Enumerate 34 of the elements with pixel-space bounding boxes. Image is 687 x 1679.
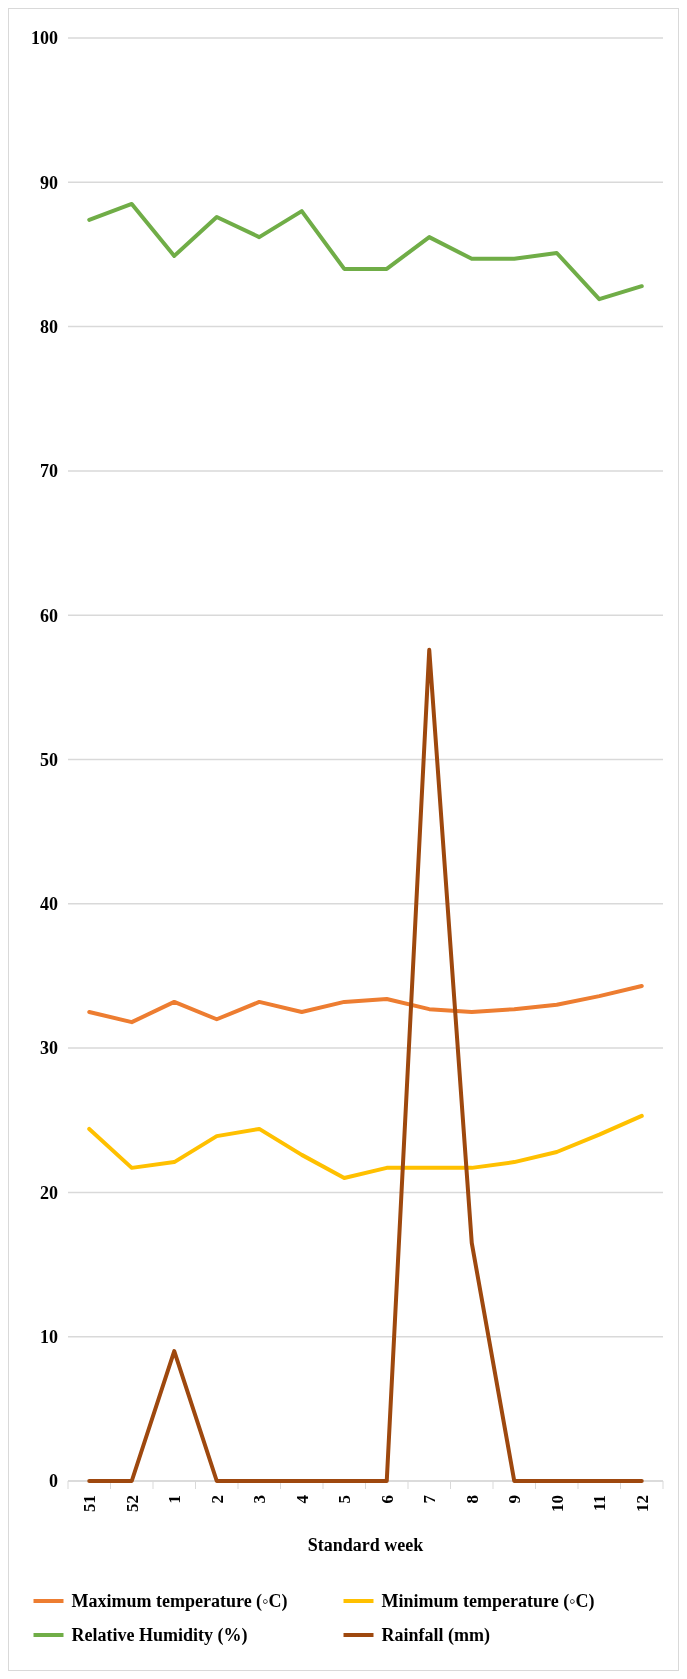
x-tick-label: 1 <box>165 1495 185 1504</box>
x-tick-label: 51 <box>80 1495 100 1512</box>
x-tick-label: 4 <box>292 1494 312 1504</box>
legend-label: Rainfall (mm) <box>381 1625 490 1647</box>
x-tick-label: 10 <box>547 1495 567 1512</box>
x-tick-label: 3 <box>250 1495 270 1504</box>
x-tick-label: 2 <box>207 1495 227 1504</box>
y-tick-label: 10 <box>40 1327 58 1347</box>
x-tick-label: 12 <box>632 1495 652 1512</box>
line-series <box>87 201 644 302</box>
legend-label: Relative Humidity (%) <box>71 1625 248 1647</box>
x-tick-label: 52 <box>122 1495 142 1512</box>
line-series <box>87 1113 644 1180</box>
x-axis-title: Standard week <box>307 1535 424 1555</box>
y-tick-label: 0 <box>49 1471 58 1492</box>
y-tick-label: 100 <box>31 28 58 49</box>
y-tick-label: 80 <box>40 316 58 337</box>
x-tick-label: 8 <box>462 1495 482 1504</box>
line-series <box>87 984 644 1025</box>
legend-label: Minimum temperature (◦C) <box>381 1591 595 1613</box>
y-tick-label: 30 <box>40 1038 58 1059</box>
line-series <box>87 647 644 1483</box>
y-tick-label: 20 <box>40 1182 58 1203</box>
y-tick-label: 70 <box>40 461 58 482</box>
x-tick-label: 9 <box>505 1495 525 1504</box>
y-tick-label: 40 <box>40 894 58 915</box>
x-tick-label: 6 <box>377 1495 397 1504</box>
legend-label: Maximum temperature (◦C) <box>71 1591 288 1613</box>
x-tick-label: 7 <box>420 1494 440 1504</box>
y-tick-label: 90 <box>40 172 58 193</box>
y-tick-label: 50 <box>40 749 58 770</box>
y-tick-label: 60 <box>40 605 58 626</box>
x-tick-label: 11 <box>590 1495 610 1512</box>
x-tick-label: 5 <box>335 1495 355 1504</box>
